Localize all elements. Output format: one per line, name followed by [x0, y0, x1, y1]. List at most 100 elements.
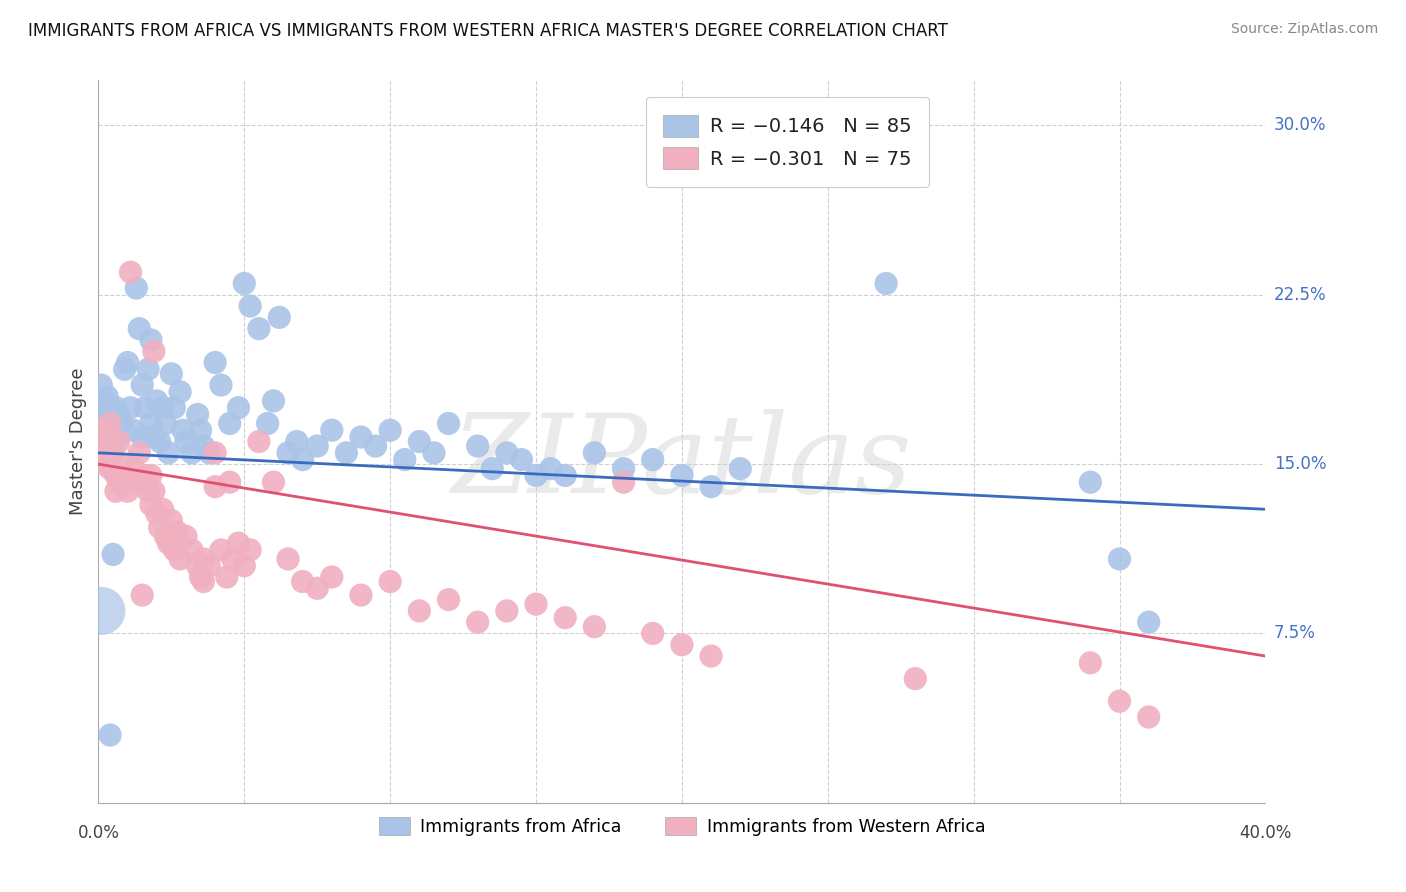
Point — [700, 648, 723, 663]
Point — [190, 423, 212, 437]
Point — [612, 461, 634, 475]
Point — [120, 401, 142, 415]
Point — [139, 498, 162, 512]
Point — [104, 468, 127, 483]
Point — [671, 638, 693, 652]
Point — [117, 355, 139, 369]
Point — [193, 574, 215, 589]
Point — [291, 452, 314, 467]
Point — [90, 604, 112, 618]
Point — [524, 468, 547, 483]
Text: 40.0%: 40.0% — [1239, 824, 1292, 842]
Point — [160, 367, 183, 381]
Point — [131, 588, 153, 602]
Point — [104, 423, 127, 437]
Point — [101, 434, 124, 449]
Point — [152, 401, 174, 415]
Point — [394, 452, 416, 467]
Point — [187, 558, 209, 573]
Point — [612, 475, 634, 490]
Point — [641, 626, 664, 640]
Point — [380, 423, 402, 437]
Point — [128, 321, 150, 335]
Text: Source: ZipAtlas.com: Source: ZipAtlas.com — [1230, 22, 1378, 37]
Point — [496, 446, 519, 460]
Y-axis label: Master's Degree: Master's Degree — [69, 368, 87, 516]
Point — [98, 728, 121, 742]
Point — [117, 484, 139, 499]
Point — [155, 529, 177, 543]
Text: 0.0%: 0.0% — [77, 824, 120, 842]
Point — [142, 344, 165, 359]
Point — [101, 548, 124, 562]
Point — [256, 417, 278, 431]
Point — [180, 542, 202, 557]
Point — [496, 604, 519, 618]
Point — [437, 417, 460, 431]
Point — [904, 672, 927, 686]
Point — [96, 389, 118, 403]
Point — [163, 542, 186, 557]
Point — [1137, 615, 1160, 630]
Point — [96, 408, 118, 422]
Point — [114, 468, 136, 483]
Point — [98, 401, 121, 415]
Point — [136, 362, 159, 376]
Point — [408, 434, 430, 449]
Point — [700, 480, 723, 494]
Point — [98, 461, 121, 475]
Point — [524, 597, 547, 611]
Point — [408, 604, 430, 618]
Point — [758, 159, 780, 173]
Text: 22.5%: 22.5% — [1274, 285, 1326, 304]
Point — [671, 468, 693, 483]
Point — [423, 446, 446, 460]
Point — [146, 507, 169, 521]
Point — [239, 299, 262, 313]
Point — [190, 570, 212, 584]
Point — [247, 434, 270, 449]
Point — [157, 536, 180, 550]
Point — [169, 384, 191, 399]
Point — [554, 610, 576, 624]
Point — [122, 461, 145, 475]
Point — [239, 542, 262, 557]
Point — [163, 401, 186, 415]
Point — [262, 475, 284, 490]
Point — [193, 552, 215, 566]
Point — [467, 615, 489, 630]
Point — [90, 423, 112, 437]
Point — [93, 457, 115, 471]
Point — [149, 520, 172, 534]
Point — [160, 514, 183, 528]
Point — [335, 446, 357, 460]
Point — [228, 536, 250, 550]
Point — [1108, 694, 1130, 708]
Point — [134, 468, 156, 483]
Point — [269, 310, 291, 325]
Point — [111, 457, 134, 471]
Point — [149, 434, 172, 449]
Point — [125, 475, 148, 490]
Point — [180, 446, 202, 460]
Point — [136, 484, 159, 499]
Point — [169, 552, 191, 566]
Point — [111, 417, 134, 431]
Point — [510, 452, 533, 467]
Point — [540, 461, 562, 475]
Point — [277, 446, 299, 460]
Point — [166, 524, 188, 539]
Point — [93, 393, 115, 408]
Point — [131, 378, 153, 392]
Point — [307, 439, 329, 453]
Text: ZIPatlas: ZIPatlas — [451, 409, 912, 517]
Point — [90, 378, 112, 392]
Point — [285, 434, 308, 449]
Point — [233, 558, 256, 573]
Point — [204, 355, 226, 369]
Point — [101, 412, 124, 426]
Text: IMMIGRANTS FROM AFRICA VS IMMIGRANTS FROM WESTERN AFRICA MASTER'S DEGREE CORRELA: IMMIGRANTS FROM AFRICA VS IMMIGRANTS FRO… — [28, 22, 948, 40]
Point — [193, 439, 215, 453]
Point — [134, 401, 156, 415]
Point — [321, 570, 343, 584]
